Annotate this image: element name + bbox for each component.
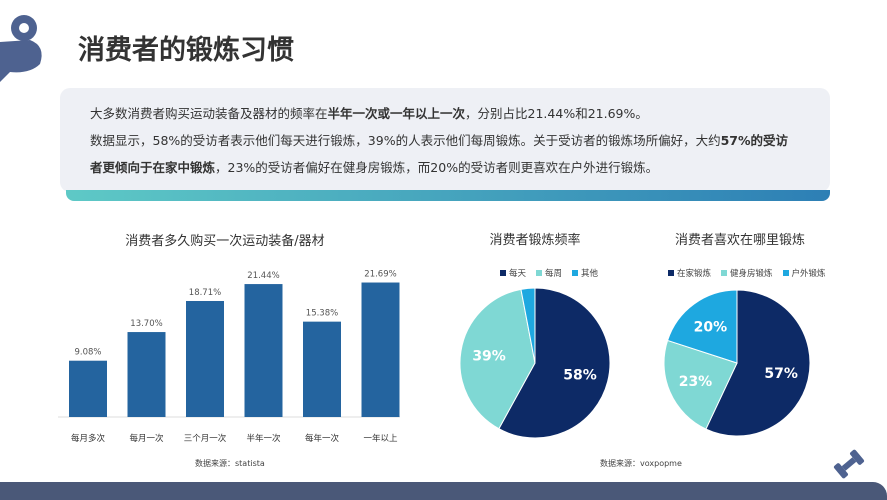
legend-swatch [572, 270, 579, 276]
dumbbell-icon [833, 449, 865, 479]
bar-chart-title: 消费者多久购买一次运动装备/器材 [125, 234, 325, 249]
footer-bar [0, 482, 887, 500]
x-tick-label: 一年以上 [363, 433, 398, 444]
pie-data-label: 20% [694, 319, 728, 335]
legend-item: 户外锻炼 [782, 267, 826, 279]
bar-data-label: 15.38% [306, 309, 338, 319]
x-tick-label: 每月多次 [71, 433, 106, 444]
legend-item: 在家锻炼 [668, 267, 711, 279]
pie-data-label: 23% [679, 374, 713, 390]
accent-strip [66, 190, 830, 201]
bar-source: 数据来源：statista [195, 459, 265, 468]
pie-data-label: 57% [764, 366, 798, 382]
legend-label: 健身房锻炼 [730, 269, 773, 279]
pie-slice [498, 287, 611, 439]
legend-item: 每周 [536, 267, 562, 279]
legend-swatch [782, 270, 789, 276]
pie2-legend: 在家锻炼 健身房锻炼 户外锻炼 [668, 267, 826, 279]
summary-box: 大多数消费者购买运动装备及器材的频率在半年一次或一年以上一次，分别占比21.44… [60, 88, 830, 192]
bar-data-label: 21.69% [364, 270, 396, 280]
x-tick-label: 每月一次 [129, 433, 164, 444]
muscle-arm-icon [0, 15, 42, 82]
bar-data-label: 13.70% [130, 319, 162, 329]
bar [127, 332, 166, 417]
bar [186, 300, 224, 417]
x-tick-label: 每年一次 [305, 433, 340, 444]
pie-slice [459, 288, 536, 430]
page-title: 消费者的锻炼习惯 [78, 35, 294, 66]
pie1-legend: 每天 每周 其他 [500, 267, 598, 279]
legend-label: 户外锻炼 [791, 269, 826, 279]
legend-item: 其他 [572, 267, 598, 279]
bar [69, 360, 107, 417]
bar-data-label: 18.71% [189, 288, 221, 298]
pie-slice [520, 287, 536, 364]
x-tick-label: 半年一次 [246, 433, 281, 444]
bar-chart: 9.08% 每月多次 13.70% 每月一次 18.71% 三个月一次 21.44% 半年一次… [58, 270, 400, 444]
bar-data-label: 21.44% [247, 271, 279, 281]
legend-label: 每天 [509, 269, 527, 279]
legend-swatch [668, 270, 674, 276]
pie-source: 数据来源：voxpopme [600, 459, 682, 468]
pie-slice [666, 289, 738, 364]
bar [244, 284, 283, 417]
legend-swatch [500, 270, 506, 276]
pie-data-label: 39% [472, 349, 506, 365]
legend-swatch [721, 270, 728, 276]
pie-slice [705, 289, 811, 437]
bar-data-label: 9.08% [74, 348, 101, 358]
bar [361, 282, 400, 417]
pie1-title: 消费者锻炼频率 [489, 233, 581, 248]
legend-label: 在家锻炼 [677, 269, 712, 279]
pie-charts: 58% 39% 57% 23% 20% [459, 287, 811, 439]
legend-item: 健身房锻炼 [721, 267, 773, 279]
legend-item: 每天 [500, 267, 526, 279]
pie-data-label: 58% [563, 368, 597, 384]
bar [303, 321, 341, 417]
pie2-title: 消费者喜欢在哪里锻炼 [674, 233, 805, 248]
x-tick-label: 三个月一次 [184, 433, 227, 444]
pie-slice [663, 339, 738, 430]
legend-label: 其他 [581, 269, 599, 279]
legend-swatch [536, 270, 543, 276]
legend-label: 每周 [545, 269, 563, 279]
